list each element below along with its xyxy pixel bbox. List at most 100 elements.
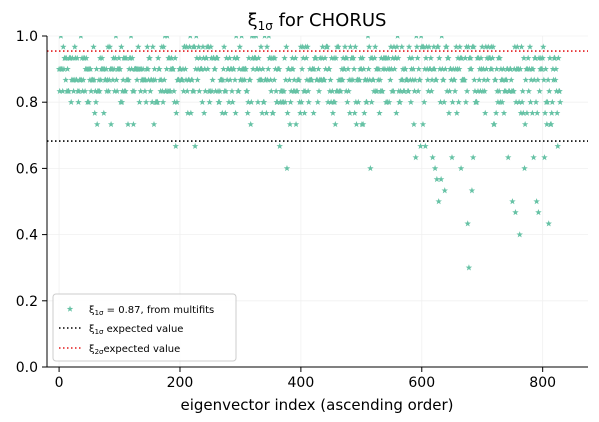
data-point — [529, 65, 537, 72]
data-point — [194, 76, 201, 83]
data-point — [304, 43, 311, 50]
data-point — [468, 65, 475, 72]
data-point — [414, 54, 421, 61]
data-point — [199, 98, 206, 105]
data-point — [187, 109, 195, 116]
data-point — [160, 43, 167, 50]
x-tick-label: 800 — [529, 375, 556, 391]
data-point — [393, 109, 400, 116]
data-point — [168, 54, 175, 61]
data-point — [411, 87, 418, 95]
data-point — [235, 87, 242, 95]
data-point — [75, 87, 83, 95]
data-point — [191, 43, 198, 50]
data-point — [287, 98, 294, 105]
title-xi: ξ — [248, 10, 258, 31]
data-point — [297, 109, 304, 116]
data-point — [271, 76, 278, 83]
data-point — [67, 98, 75, 105]
data-point — [225, 65, 232, 72]
data-point — [235, 65, 243, 72]
data-point — [370, 76, 377, 83]
data-point — [398, 43, 406, 50]
data-point — [416, 76, 424, 83]
data-point — [289, 54, 296, 61]
data-point — [498, 98, 506, 105]
legend: ξ1σ = 0.87, from multifits ξ1σ expected … — [52, 293, 237, 362]
data-point — [125, 76, 132, 83]
data-point — [64, 65, 71, 72]
data-point — [502, 87, 510, 95]
data-point — [284, 109, 291, 116]
data-point — [205, 43, 212, 50]
y-tick-label: 0.8 — [16, 95, 38, 111]
data-point — [441, 187, 448, 194]
data-point — [212, 87, 219, 95]
data-point — [533, 109, 541, 116]
data-point — [71, 43, 79, 50]
data-point — [171, 98, 178, 105]
data-point — [365, 36, 370, 39]
data-point — [489, 43, 497, 50]
data-point — [87, 65, 94, 72]
data-point — [299, 43, 306, 50]
y-axis-ticks: 0.0 0.2 0.4 0.6 0.8 1.0 — [16, 29, 47, 376]
data-point — [511, 43, 519, 50]
data-point — [206, 98, 213, 105]
data-point — [541, 154, 548, 161]
data-point — [276, 142, 283, 149]
data-point — [93, 120, 101, 128]
data-point — [75, 98, 82, 105]
data-point — [163, 65, 170, 72]
data-point — [100, 109, 108, 116]
data-point — [449, 65, 457, 72]
data-point — [451, 87, 459, 95]
data-point — [533, 198, 540, 205]
data-point — [405, 43, 413, 50]
data-point — [455, 98, 462, 105]
data-point — [262, 36, 267, 39]
data-point — [511, 65, 518, 72]
data-point — [329, 109, 337, 116]
data-point — [267, 76, 274, 83]
data-point — [477, 54, 485, 61]
data-point — [249, 65, 257, 72]
data-point — [324, 98, 332, 105]
data-point — [482, 43, 490, 50]
data-point — [83, 54, 90, 61]
data-point — [375, 65, 383, 72]
data-point — [62, 76, 69, 83]
data-point — [504, 154, 512, 161]
y-tick-label: 0.2 — [16, 294, 38, 310]
data-point — [458, 54, 465, 61]
data-point — [260, 98, 268, 105]
data-point — [387, 43, 395, 50]
data-point — [489, 54, 496, 61]
data-point — [365, 43, 373, 50]
data-point — [228, 87, 236, 95]
data-point — [530, 76, 538, 83]
data-point — [401, 87, 408, 95]
data-point — [523, 109, 531, 116]
data-point — [420, 43, 427, 50]
data-point — [122, 87, 129, 95]
data-point — [198, 65, 205, 72]
data-point — [173, 98, 181, 105]
data-point — [363, 98, 370, 105]
data-point — [321, 54, 329, 61]
data-point — [436, 54, 443, 61]
data-point — [115, 54, 123, 61]
data-point — [525, 87, 532, 95]
svg-text:ξ2σexpected value: ξ2σexpected value — [89, 344, 180, 356]
data-point — [541, 109, 549, 116]
data-point — [210, 54, 218, 61]
data-point — [555, 54, 562, 61]
data-point — [470, 43, 477, 50]
data-point — [280, 87, 288, 95]
data-point — [402, 65, 409, 72]
data-point — [425, 87, 432, 95]
data-point — [85, 98, 92, 105]
data-point — [469, 154, 477, 161]
data-point — [445, 54, 452, 61]
data-point — [393, 43, 401, 50]
